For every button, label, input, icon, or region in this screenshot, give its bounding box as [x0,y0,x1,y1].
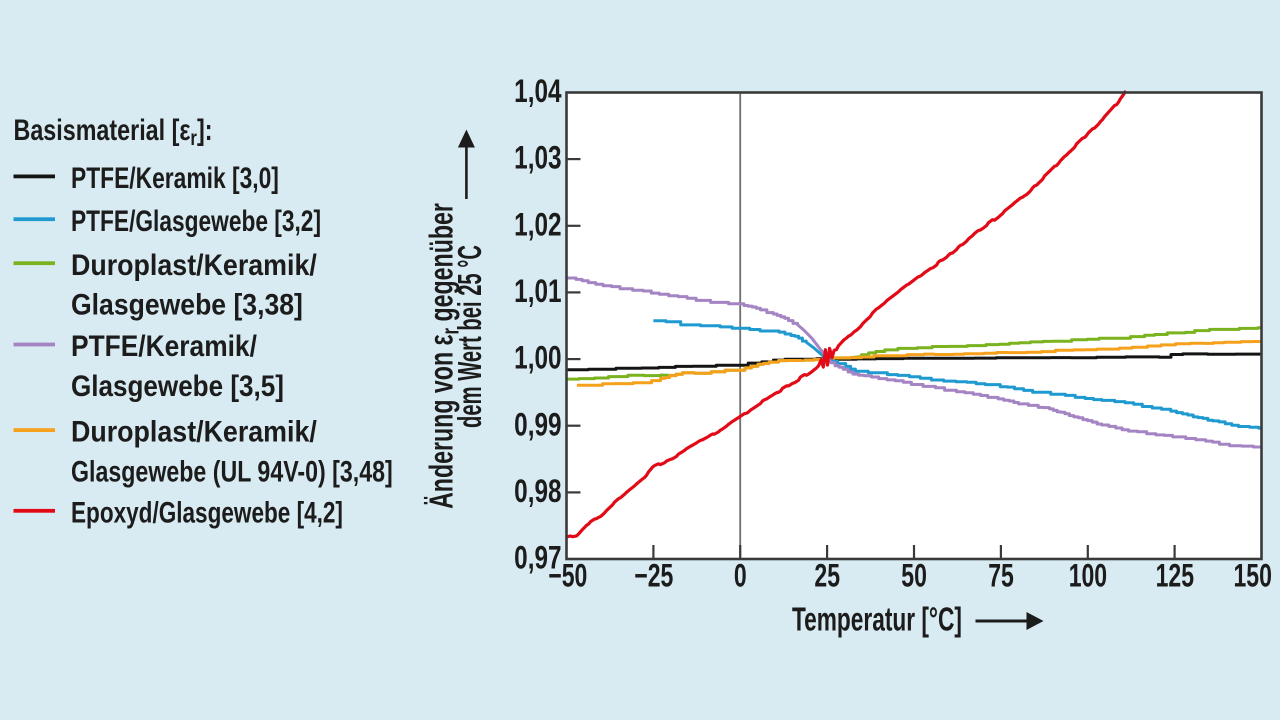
svg-text:125: 125 [1156,558,1194,594]
svg-text:Epoxyd/Glasgewebe [4,2]: Epoxyd/Glasgewebe [4,2] [71,495,343,529]
svg-text:−25: −25 [634,558,673,594]
svg-text:100: 100 [1069,558,1107,594]
svg-text:1,02: 1,02 [514,207,561,243]
svg-text:1,04: 1,04 [514,74,561,110]
svg-text:75: 75 [988,558,1014,594]
svg-text:150: 150 [1233,558,1271,594]
svg-text:0,98: 0,98 [514,474,561,510]
svg-text:Glasgewebe [3,5]: Glasgewebe [3,5] [71,369,284,402]
svg-text:1,01: 1,01 [514,274,561,310]
svg-text:Basismaterial [εr]:: Basismaterial [εr]: [14,113,213,150]
svg-text:PTFE/Keramik [3,0]: PTFE/Keramik [3,0] [71,161,279,195]
svg-text:PTFE/Glasgewebe [3,2]: PTFE/Glasgewebe [3,2] [71,204,321,238]
svg-text:Duroplast/Keramik/: Duroplast/Keramik/ [71,415,317,449]
svg-text:0,99: 0,99 [514,407,561,443]
svg-text:Glasgewebe (UL 94V-0) [3,48]: Glasgewebe (UL 94V-0) [3,48] [71,455,393,489]
svg-text:Glasgewebe [3,38]: Glasgewebe [3,38] [71,288,303,322]
svg-text:0: 0 [734,558,747,594]
svg-text:0,97: 0,97 [514,540,561,576]
svg-text:Änderung von εr gegenüber: Änderung von εr gegenüber [424,203,465,509]
svg-text:dem Wert bei 25 °C: dem Wert bei 25 °C [451,245,488,428]
svg-text:25: 25 [814,558,840,594]
svg-text:1,03: 1,03 [514,141,561,177]
svg-text:−50: −50 [548,558,587,594]
svg-text:PTFE/Keramik/: PTFE/Keramik/ [71,328,257,362]
svg-text:Duroplast/Keramik/: Duroplast/Keramik/ [71,249,317,283]
svg-text:50: 50 [901,558,927,594]
svg-text:Temperatur [°C]: Temperatur [°C] [792,600,962,637]
svg-text:1,00: 1,00 [514,341,561,377]
